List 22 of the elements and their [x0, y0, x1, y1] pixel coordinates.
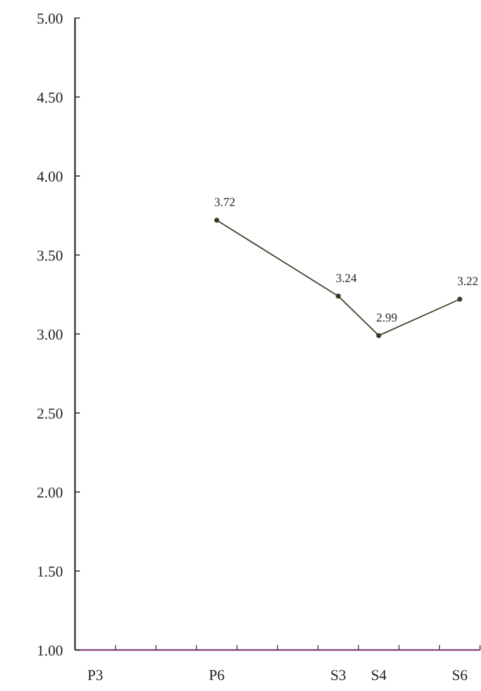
point: [376, 333, 382, 338]
y-tick-label: 3.00: [36, 327, 63, 344]
x-tick-label: P6: [208, 668, 226, 684]
y-tick-label: 1.00: [36, 643, 63, 660]
y-tick-label: 5.00: [36, 11, 63, 28]
data-label: 3.24: [336, 271, 357, 286]
point: [457, 296, 462, 302]
y-tick-label: 2.50: [36, 406, 63, 422]
data-label: 2.99: [376, 310, 398, 325]
y-tick-label: 3.50: [36, 248, 63, 264]
x-tick-label: S4: [370, 668, 388, 684]
y-tick-label: 4.00: [36, 169, 63, 186]
x-tick-label: S6: [452, 668, 468, 684]
y-tick-label: 4.50: [36, 90, 63, 106]
data-label: 3.72: [214, 195, 236, 210]
y-tick-label: 1.50: [36, 564, 63, 580]
point: [336, 294, 341, 299]
y-tick-label: 2.00: [36, 485, 63, 502]
data-label: 3.22: [457, 274, 478, 288]
x-tick-label: P3: [87, 668, 104, 684]
x-tick-label: S3: [330, 668, 346, 684]
point: [214, 218, 220, 223]
